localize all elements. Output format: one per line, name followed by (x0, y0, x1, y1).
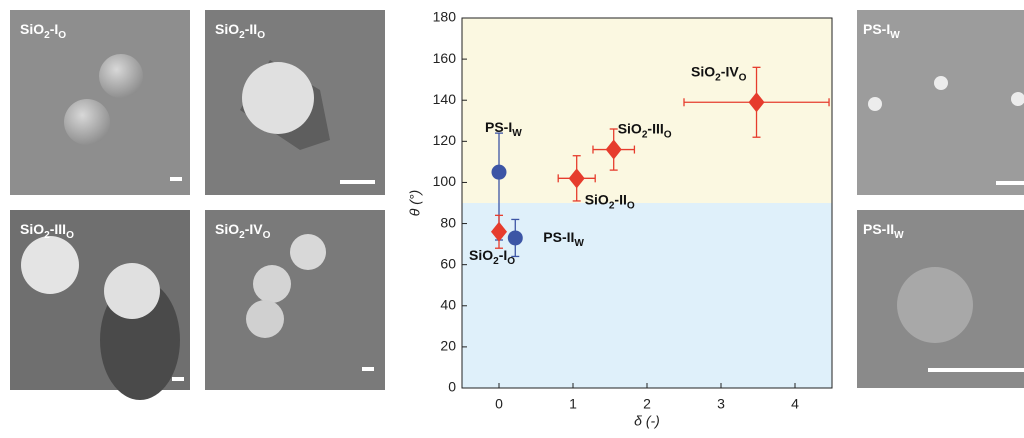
x-axis-label: δ (-) (634, 413, 660, 429)
particle (21, 236, 79, 294)
label-text: -I (499, 246, 508, 262)
scale-bar (340, 180, 375, 184)
region (462, 203, 832, 388)
y-tick-label: 140 (433, 91, 457, 107)
particle (99, 54, 143, 98)
scale-bar (172, 377, 184, 381)
y-tick-label: 120 (433, 132, 457, 148)
image-panel (10, 10, 190, 195)
particle (64, 99, 110, 145)
y-tick-label: 160 (433, 50, 457, 66)
label-text: SiO (469, 246, 493, 262)
subscript: O (507, 256, 515, 267)
label-text: SiO (20, 21, 44, 37)
scale-bar (362, 367, 374, 371)
scale-bar (996, 181, 1024, 185)
particle (934, 76, 948, 90)
label-text: SiO (215, 21, 239, 37)
label-text: -I (50, 21, 59, 37)
chart: 0 20 40 60 80 100 120 140 160 180 0 1 2 3 4 δ (-) θ (°) P… (407, 9, 832, 429)
page: {"panels": [ {"label": ["SiO", "2", "-I"… (0, 0, 1024, 433)
marker (492, 165, 507, 180)
label-text: SiO (20, 221, 44, 237)
label-text: PS-I (485, 119, 512, 135)
subscript: O (739, 72, 747, 83)
particle (242, 62, 314, 134)
particle (253, 265, 291, 303)
region (462, 18, 832, 203)
label-text: -IV (245, 221, 264, 237)
subscript: W (890, 30, 900, 41)
label-text: -IV (721, 63, 740, 79)
subscript: O (627, 200, 635, 211)
particle (246, 300, 284, 338)
label-text: SiO (215, 221, 239, 237)
y-tick-label: 80 (440, 214, 456, 230)
y-tick-label: 100 (433, 173, 457, 189)
label-text: PS-II (863, 221, 894, 237)
particle (290, 234, 326, 270)
label-text: -II (245, 21, 257, 37)
label-text: -II (614, 191, 626, 207)
subscript: O (664, 130, 672, 141)
scale-bar (170, 177, 182, 181)
x-tick-label: 3 (717, 396, 725, 412)
y-axis-label: θ (°) (407, 190, 423, 216)
label-text: SiO (585, 191, 609, 207)
subscript: O (263, 230, 271, 241)
marker (508, 230, 523, 245)
x-tick-label: 4 (791, 396, 799, 412)
y-tick-label: 40 (440, 296, 456, 312)
label-text: SiO (691, 63, 715, 79)
subscript: W (512, 128, 522, 139)
label-text: PS-II (543, 229, 574, 245)
subscript: O (58, 30, 66, 41)
particle (104, 263, 160, 319)
y-tick-label: 20 (440, 338, 456, 354)
particle (897, 267, 973, 343)
x-tick-label: 1 (569, 396, 577, 412)
subscript: W (574, 238, 584, 249)
label-text: -III (647, 120, 663, 136)
y-tick-label: 180 (433, 9, 457, 25)
x-tick-label: 2 (643, 396, 651, 412)
image-panel (857, 10, 1024, 195)
scale-bar (928, 368, 1024, 372)
figure: 0 20 40 60 80 100 120 140 160 180 0 1 2 3 4 δ (-) θ (°) P… (0, 0, 1024, 433)
label-text: SiO (618, 120, 642, 136)
y-tick-label: 60 (440, 255, 456, 271)
label-text: PS-I (863, 21, 890, 37)
label-text: -III (50, 221, 66, 237)
subscript: W (894, 230, 904, 241)
x-tick-label: 0 (495, 396, 503, 412)
y-tick-label: 0 (448, 379, 456, 395)
particle (868, 97, 882, 111)
subscript: O (257, 30, 265, 41)
subscript: O (66, 230, 74, 241)
image-panel (205, 210, 385, 390)
